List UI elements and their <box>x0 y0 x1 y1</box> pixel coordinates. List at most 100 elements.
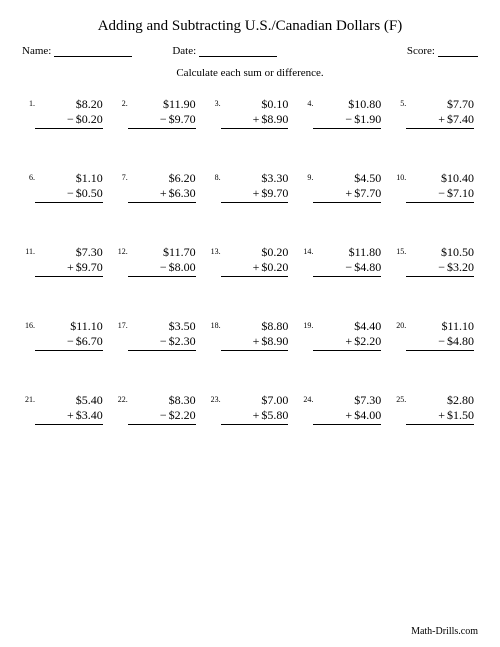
problem: 19.$4.40+$2.20 <box>300 319 385 351</box>
problem-work: $8.30−$2.20 <box>128 393 200 425</box>
operator: + <box>345 186 352 201</box>
operator: + <box>253 112 260 127</box>
operator: − <box>67 186 74 201</box>
operand-bottom: $3.20 <box>447 260 474 275</box>
problem-number: 13. <box>208 245 221 256</box>
problem-work: $4.50+$7.70 <box>313 171 385 203</box>
operand-top: $7.00 <box>221 393 289 408</box>
problem-number: 8. <box>208 171 221 182</box>
problem: 23.$7.00+$5.80 <box>208 393 293 425</box>
operator: − <box>438 260 445 275</box>
operand-bottom-row: −$2.30 <box>128 334 196 351</box>
problem: 13.$0.20+$0.20 <box>208 245 293 277</box>
operand-bottom-row: +$8.90 <box>221 334 289 351</box>
problem-work: $10.40−$7.10 <box>406 171 478 203</box>
operator: − <box>67 334 74 349</box>
instruction-text: Calculate each sum or difference. <box>22 67 478 79</box>
operand-bottom-row: −$2.20 <box>128 408 196 425</box>
operand-bottom-row: −$0.50 <box>35 186 103 203</box>
problem: 8.$3.30+$9.70 <box>208 171 293 203</box>
worksheet-page: Adding and Subtracting U.S./Canadian Dol… <box>0 0 500 647</box>
operand-top: $10.50 <box>406 245 474 260</box>
operand-top: $3.50 <box>128 319 196 334</box>
operand-top: $8.20 <box>35 97 103 112</box>
problem-number: 17. <box>115 319 128 330</box>
date-line[interactable] <box>199 45 277 57</box>
problem-work: $3.50−$2.30 <box>128 319 200 351</box>
problem: 4.$10.80−$1.90 <box>300 97 385 129</box>
problem-work: $0.10+$8.90 <box>221 97 293 129</box>
operand-bottom: $6.30 <box>169 186 196 201</box>
problem-work: $7.00+$5.80 <box>221 393 293 425</box>
operand-bottom: $4.00 <box>354 408 381 423</box>
problem-number: 25. <box>393 393 406 404</box>
operand-bottom: $8.00 <box>169 260 196 275</box>
problem-number: 3. <box>208 97 221 108</box>
operand-top: $3.30 <box>221 171 289 186</box>
operator: − <box>438 334 445 349</box>
problem-work: $4.40+$2.20 <box>313 319 385 351</box>
operand-bottom-row: −$9.70 <box>128 112 196 129</box>
operand-bottom: $7.10 <box>447 186 474 201</box>
problem-number: 18. <box>208 319 221 330</box>
operator: + <box>253 408 260 423</box>
score-field: Score: <box>407 45 478 57</box>
operator: − <box>160 112 167 127</box>
operand-top: $11.70 <box>128 245 196 260</box>
problem-grid: 1.$8.20−$0.202.$11.90−$9.703.$0.10+$8.90… <box>22 97 478 425</box>
operator: + <box>438 112 445 127</box>
score-line[interactable] <box>438 45 478 57</box>
operator: + <box>345 408 352 423</box>
problem: 5.$7.70+$7.40 <box>393 97 478 129</box>
problem: 24.$7.30+$4.00 <box>300 393 385 425</box>
operand-bottom: $0.20 <box>261 260 288 275</box>
problem: 20.$11.10−$4.80 <box>393 319 478 351</box>
operand-top: $11.10 <box>406 319 474 334</box>
operand-bottom-row: +$5.80 <box>221 408 289 425</box>
operand-bottom: $6.70 <box>76 334 103 349</box>
operator: − <box>345 112 352 127</box>
operand-bottom: $3.40 <box>76 408 103 423</box>
operand-bottom: $0.50 <box>76 186 103 201</box>
operator: + <box>160 186 167 201</box>
problem-number: 15. <box>393 245 406 256</box>
problem-number: 22. <box>115 393 128 404</box>
problem-number: 6. <box>22 171 35 182</box>
operand-bottom: $8.90 <box>261 334 288 349</box>
problem-number: 20. <box>393 319 406 330</box>
problem-work: $10.80−$1.90 <box>313 97 385 129</box>
operator: − <box>160 260 167 275</box>
operand-bottom-row: +$8.90 <box>221 112 289 129</box>
operand-top: $0.20 <box>221 245 289 260</box>
operator: + <box>67 408 74 423</box>
problem-work: $3.30+$9.70 <box>221 171 293 203</box>
operand-bottom: $9.70 <box>169 112 196 127</box>
operand-bottom-row: −$7.10 <box>406 186 474 203</box>
operator: + <box>438 408 445 423</box>
operand-bottom: $1.90 <box>354 112 381 127</box>
operand-bottom-row: −$1.90 <box>313 112 381 129</box>
problem: 15.$10.50−$3.20 <box>393 245 478 277</box>
problem-work: $7.30+$4.00 <box>313 393 385 425</box>
operand-bottom-row: −$8.00 <box>128 260 196 277</box>
operand-bottom-row: +$2.20 <box>313 334 381 351</box>
operand-bottom: $9.70 <box>76 260 103 275</box>
date-field: Date: <box>172 45 277 57</box>
operator: + <box>67 260 74 275</box>
operand-top: $1.10 <box>35 171 103 186</box>
problem-work: $11.10−$6.70 <box>35 319 107 351</box>
name-label: Name: <box>22 45 51 57</box>
problem-number: 21. <box>22 393 35 404</box>
operand-bottom: $2.20 <box>169 408 196 423</box>
name-line[interactable] <box>54 45 132 57</box>
problem-work: $0.20+$0.20 <box>221 245 293 277</box>
score-label: Score: <box>407 45 435 57</box>
operand-top: $11.10 <box>35 319 103 334</box>
problem-work: $6.20+$6.30 <box>128 171 200 203</box>
problem: 25.$2.80+$1.50 <box>393 393 478 425</box>
problem-work: $11.80−$4.80 <box>313 245 385 277</box>
operand-bottom-row: −$0.20 <box>35 112 103 129</box>
operand-bottom: $8.90 <box>261 112 288 127</box>
operand-bottom-row: +$0.20 <box>221 260 289 277</box>
operand-top: $7.30 <box>35 245 103 260</box>
